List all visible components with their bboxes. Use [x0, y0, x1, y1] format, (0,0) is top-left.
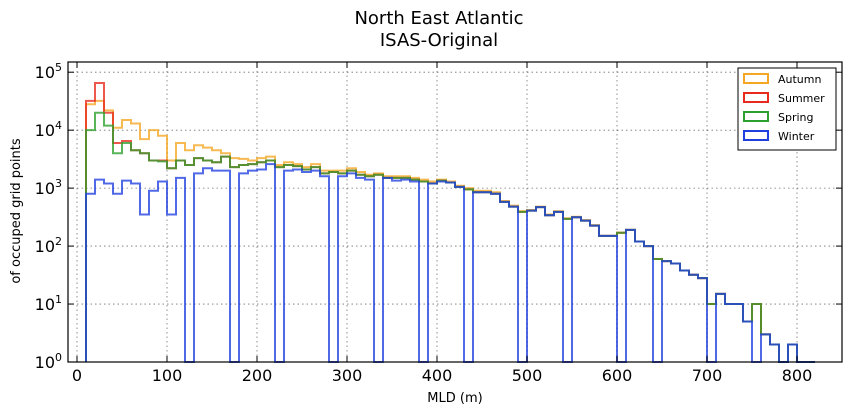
x-tick-label: 700	[692, 366, 723, 385]
series-autumn-step	[85, 99, 815, 363]
y-tick-label: 104	[35, 119, 62, 140]
legend-label-spring: Spring	[778, 111, 814, 124]
x-tick-label: 500	[512, 366, 543, 385]
legend-box	[737, 67, 837, 151]
x-tick-label: 800	[782, 366, 813, 385]
plot-area	[85, 82, 815, 363]
legend-swatch-winter	[743, 130, 769, 141]
x-axis-ticks: 0 100 200 300 400 500 600 700 800	[72, 62, 812, 385]
legend: Autumn Summer Spring Winter	[737, 67, 837, 151]
y-tick-label: 102	[35, 235, 62, 256]
x-tick-label: 100	[152, 366, 183, 385]
plot-frame	[67, 61, 843, 363]
y-tick-label: 103	[35, 177, 62, 198]
x-tick-label: 600	[602, 366, 633, 385]
legend-label-summer: Summer	[778, 92, 825, 105]
legend-swatch-autumn	[743, 73, 769, 84]
chart-title: North East Atlantic	[354, 8, 523, 29]
x-tick-label: 200	[242, 366, 273, 385]
legend-swatch-summer	[743, 92, 769, 103]
x-tick-label: 400	[422, 366, 453, 385]
legend-label-autumn: Autumn	[778, 73, 821, 86]
x-tick-label: 300	[332, 366, 363, 385]
x-axis-label: MLD (m)	[427, 391, 482, 406]
y-tick-label: 100	[35, 351, 62, 372]
y-tick-label: 101	[35, 293, 62, 314]
x-tick-label: 0	[72, 366, 82, 385]
y-axis-ticks: 100 101 102 103 104 105	[35, 61, 842, 372]
y-tick-label: 105	[35, 61, 62, 82]
y-axis-label: of occuped grid points	[9, 138, 24, 284]
series-winter-step	[85, 163, 815, 363]
series-spring-step	[85, 111, 815, 363]
chart-subtitle: ISAS-Original	[380, 30, 498, 51]
legend-label-winter: Winter	[778, 130, 815, 143]
legend-swatch-spring	[743, 111, 769, 122]
series-summer-step	[85, 82, 815, 363]
